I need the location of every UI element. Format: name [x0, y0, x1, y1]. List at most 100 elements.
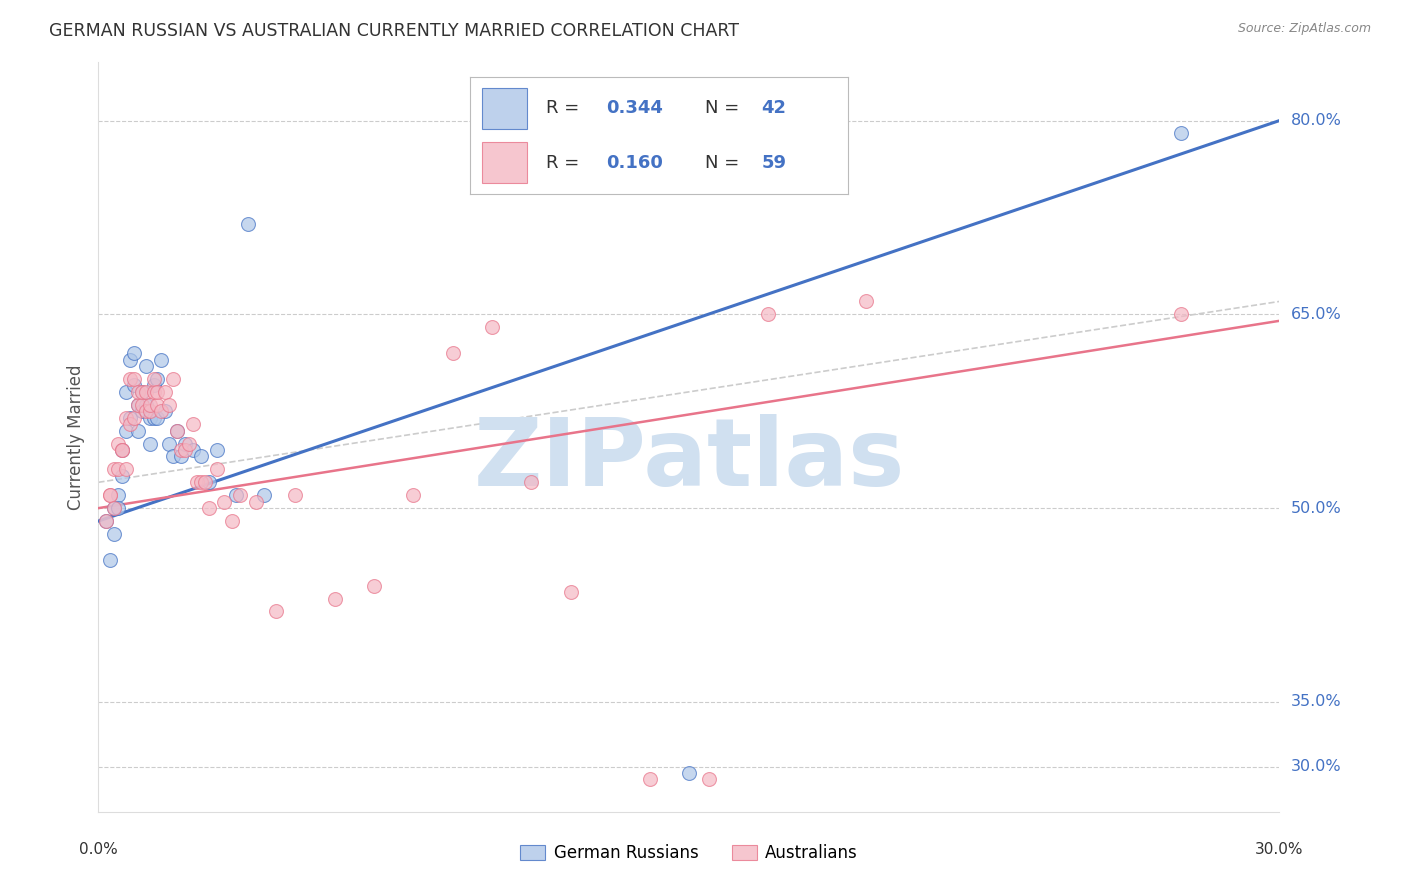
- Point: [142, 410, 165, 425]
- Point: [122, 378, 145, 392]
- Point: [157, 398, 180, 412]
- Point: [560, 585, 582, 599]
- Point: [122, 346, 145, 360]
- Text: ZIPatlas: ZIPatlas: [474, 414, 904, 506]
- Text: 30.0%: 30.0%: [1256, 842, 1303, 857]
- Point: [194, 475, 217, 490]
- Point: [127, 384, 149, 399]
- Point: [756, 307, 779, 321]
- Point: [135, 359, 157, 373]
- Point: [96, 514, 118, 528]
- Point: [115, 462, 138, 476]
- Point: [1170, 307, 1192, 321]
- Point: [127, 398, 149, 412]
- Point: [181, 442, 204, 457]
- Text: GERMAN RUSSIAN VS AUSTRALIAN CURRENTLY MARRIED CORRELATION CHART: GERMAN RUSSIAN VS AUSTRALIAN CURRENTLY M…: [49, 22, 740, 40]
- Point: [264, 605, 287, 619]
- Point: [98, 488, 121, 502]
- Point: [135, 404, 157, 418]
- Point: [115, 384, 138, 399]
- Point: [186, 475, 208, 490]
- Point: [115, 424, 138, 438]
- Point: [155, 384, 177, 399]
- Point: [236, 217, 259, 231]
- Point: [150, 404, 173, 418]
- Point: [131, 398, 153, 412]
- Point: [166, 424, 188, 438]
- Point: [107, 501, 129, 516]
- Y-axis label: Currently Married: Currently Married: [66, 364, 84, 510]
- Point: [146, 372, 169, 386]
- Point: [284, 488, 307, 502]
- Point: [131, 384, 153, 399]
- Point: [678, 766, 700, 780]
- Point: [118, 410, 141, 425]
- Point: [170, 450, 193, 464]
- Point: [150, 352, 173, 367]
- Point: [855, 294, 877, 309]
- Point: [103, 501, 125, 516]
- Point: [190, 475, 212, 490]
- Point: [135, 384, 157, 399]
- Point: [197, 475, 219, 490]
- Point: [245, 494, 267, 508]
- Point: [135, 398, 157, 412]
- Point: [131, 384, 153, 399]
- Point: [96, 514, 118, 528]
- Point: [138, 398, 160, 412]
- Point: [131, 404, 153, 418]
- Text: 50.0%: 50.0%: [1291, 500, 1341, 516]
- Point: [138, 436, 160, 450]
- Text: 80.0%: 80.0%: [1291, 113, 1341, 128]
- Point: [157, 436, 180, 450]
- Point: [166, 424, 188, 438]
- Text: 35.0%: 35.0%: [1291, 694, 1341, 709]
- Point: [441, 346, 464, 360]
- Point: [205, 442, 228, 457]
- Point: [111, 442, 134, 457]
- Point: [142, 378, 165, 392]
- Point: [205, 462, 228, 476]
- Point: [190, 450, 212, 464]
- Point: [103, 462, 125, 476]
- Point: [111, 442, 134, 457]
- Point: [127, 398, 149, 412]
- Point: [162, 450, 184, 464]
- Text: 65.0%: 65.0%: [1291, 307, 1341, 322]
- Point: [323, 591, 346, 606]
- Point: [174, 442, 197, 457]
- Point: [98, 488, 121, 502]
- Point: [107, 462, 129, 476]
- Point: [363, 579, 385, 593]
- Point: [162, 372, 184, 386]
- Point: [170, 442, 193, 457]
- Point: [142, 384, 165, 399]
- Point: [142, 372, 165, 386]
- Point: [225, 488, 247, 502]
- Point: [127, 424, 149, 438]
- Point: [103, 527, 125, 541]
- Point: [111, 442, 134, 457]
- Point: [177, 436, 200, 450]
- Point: [146, 410, 169, 425]
- Point: [197, 501, 219, 516]
- Point: [146, 384, 169, 399]
- Point: [520, 475, 543, 490]
- Point: [181, 417, 204, 432]
- Point: [481, 320, 503, 334]
- Point: [1170, 127, 1192, 141]
- Point: [103, 501, 125, 516]
- Point: [122, 372, 145, 386]
- Point: [107, 436, 129, 450]
- Point: [138, 404, 160, 418]
- Point: [118, 417, 141, 432]
- Text: Source: ZipAtlas.com: Source: ZipAtlas.com: [1237, 22, 1371, 36]
- Point: [98, 553, 121, 567]
- Point: [402, 488, 425, 502]
- Point: [697, 772, 720, 787]
- Point: [214, 494, 236, 508]
- Text: 30.0%: 30.0%: [1291, 759, 1341, 774]
- Legend: German Russians, Australians: German Russians, Australians: [512, 836, 866, 871]
- Point: [122, 410, 145, 425]
- Point: [118, 352, 141, 367]
